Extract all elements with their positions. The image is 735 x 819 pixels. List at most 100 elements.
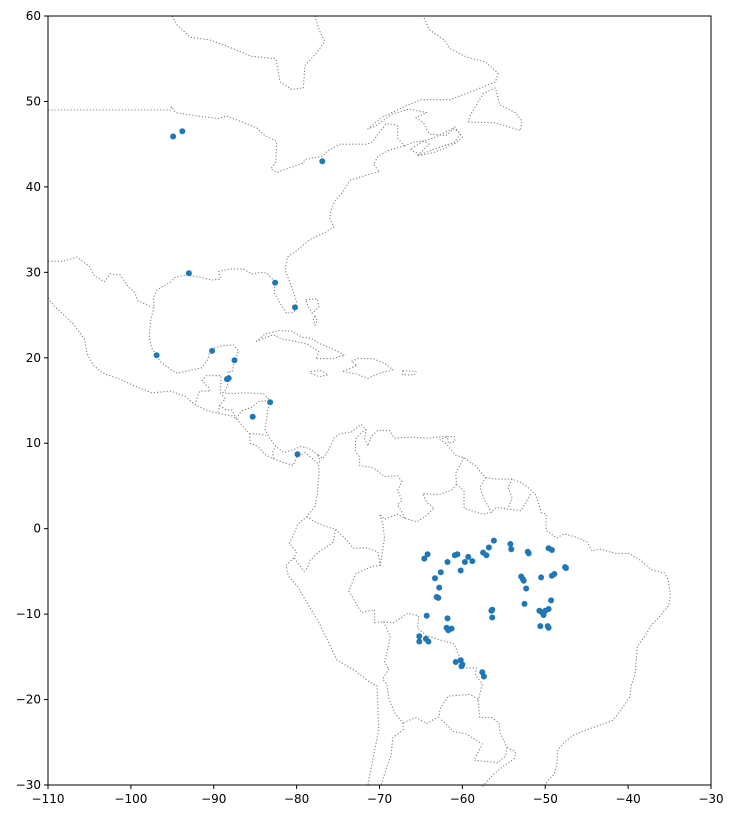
y-tick-label: 30 [26, 265, 41, 279]
data-point [444, 559, 451, 565]
plot-background [48, 16, 711, 785]
border-guatemala-honduras [217, 392, 226, 414]
data-point [416, 633, 423, 640]
border-jamaica [310, 370, 329, 378]
data-point [488, 607, 495, 614]
data-point [551, 571, 558, 577]
data-point [536, 607, 543, 614]
data-point [485, 544, 492, 551]
data-point [525, 550, 532, 557]
x-tick-label: −80 [284, 792, 309, 806]
border-peru-brazil [348, 564, 384, 624]
border-bolivia-argentina-paraguay [403, 693, 479, 725]
data-point [451, 552, 458, 559]
data-point [490, 537, 497, 544]
x-tick-label: −30 [698, 792, 723, 806]
border-venezuela-brazil-guyana [405, 457, 465, 523]
border-honduras-nicaragua [235, 399, 271, 419]
border-guyana-suriname [479, 477, 492, 513]
border-peru-bolivia-chile [382, 668, 405, 730]
x-tick-label: −70 [367, 792, 392, 806]
border-honduras-el-salvador [219, 405, 237, 419]
data-point [444, 615, 451, 622]
x-tick-label: −50 [533, 792, 558, 806]
border-bahamas [305, 298, 320, 314]
data-point [521, 600, 528, 607]
data-point [267, 399, 274, 406]
y-axis: −30 −20 −10 0 10 20 30 40 50 60 [16, 9, 48, 792]
data-point [520, 577, 527, 584]
y-tick-label: −30 [16, 778, 41, 792]
y-tick-label: 20 [26, 351, 41, 365]
x-tick-label: −60 [450, 792, 475, 806]
x-tick-label: −110 [32, 792, 65, 806]
border-newfoundland [467, 87, 523, 132]
data-point [523, 585, 530, 592]
data-point [563, 565, 569, 571]
data-point [437, 569, 444, 576]
data-point [489, 614, 496, 621]
data-point [508, 546, 515, 553]
data-point [435, 594, 442, 601]
border-hudson-bay-coast [171, 15, 326, 91]
data-point [292, 304, 298, 311]
data-point [480, 673, 487, 680]
border-cuba [255, 329, 346, 360]
y-tick-label: −10 [16, 607, 41, 621]
border-central-america-borders [194, 375, 222, 405]
data-point [425, 638, 432, 645]
data-point [153, 352, 160, 359]
data-point [457, 567, 464, 574]
border-guyana-brazil-suriname [456, 483, 532, 515]
data-point [272, 279, 279, 286]
data-point [548, 597, 555, 604]
data-point [537, 623, 544, 630]
y-tick-label: −20 [16, 693, 41, 707]
data-point [507, 541, 514, 547]
data-point [452, 659, 459, 665]
country-borders [47, 15, 671, 788]
data-point [224, 376, 230, 383]
data-point [469, 558, 476, 565]
data-point [545, 624, 552, 631]
x-axis: −110 −100 −90 −80 −70 −60 −50 −40 −30 [32, 785, 724, 806]
border-colombia-venezuela [354, 429, 406, 519]
border-hispaniola [342, 358, 394, 379]
border-suriname-french-guiana [507, 478, 513, 510]
data-point [538, 574, 545, 581]
data-point [423, 612, 430, 619]
data-point [458, 663, 465, 670]
data-point [170, 133, 177, 140]
data-point [416, 638, 423, 645]
border-mexico-gulf-coast [148, 307, 319, 456]
data-point [231, 357, 238, 364]
border-bahamas-2 [312, 315, 318, 326]
data-point [548, 547, 555, 553]
border-us-canada-border [48, 106, 405, 173]
data-point [445, 627, 452, 634]
y-tick-label: 10 [26, 436, 41, 450]
data-point [540, 612, 547, 618]
data-point [465, 553, 472, 560]
data-point [432, 575, 438, 582]
x-tick-label: −90 [201, 792, 226, 806]
data-point [185, 270, 192, 277]
y-tick-label: 50 [26, 94, 41, 108]
data-point [319, 158, 326, 165]
border-nicaragua-costa-rica [249, 433, 267, 437]
y-tick-label: 0 [33, 522, 41, 536]
data-point [294, 451, 301, 458]
border-us-east-coast [152, 145, 405, 314]
border-nova-scotia-islands [409, 126, 463, 156]
data-point [436, 584, 443, 591]
data-point [424, 551, 431, 558]
data-point [209, 347, 216, 354]
data-point [421, 555, 428, 562]
border-trinidad [446, 435, 456, 444]
x-tick-label: −100 [114, 792, 147, 806]
y-tick-label: 60 [26, 9, 41, 23]
location-points [153, 128, 569, 680]
border-canada-east-coast [367, 15, 499, 157]
y-tick-label: 40 [26, 180, 41, 194]
